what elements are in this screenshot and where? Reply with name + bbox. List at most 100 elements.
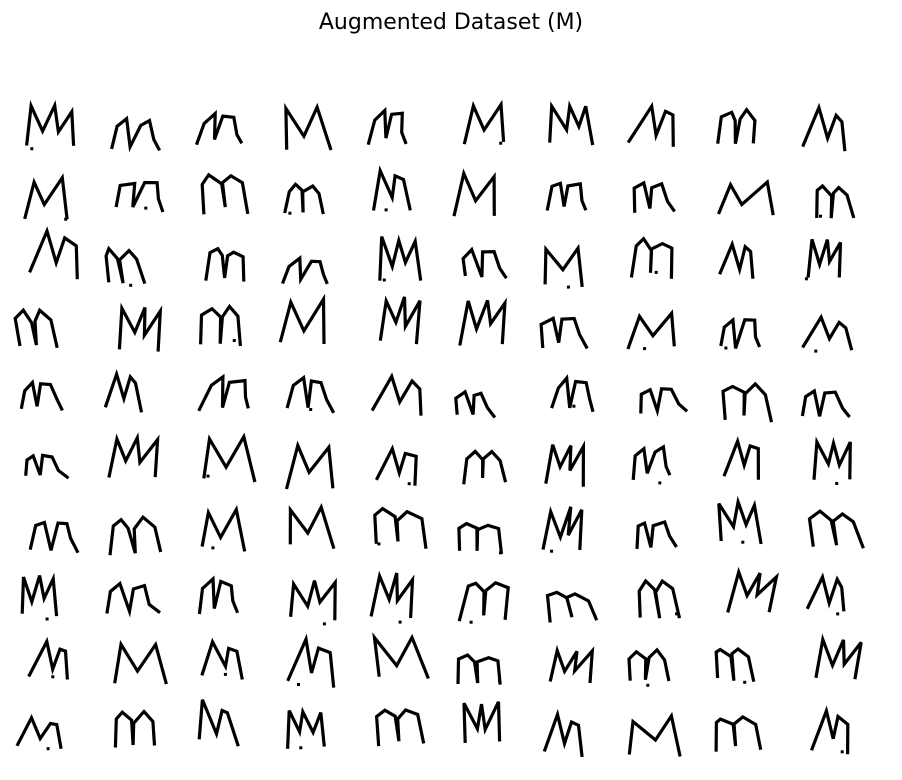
sample-cell (366, 106, 408, 146)
sample-cell (20, 572, 59, 621)
glyph-stroke (27, 636, 69, 680)
glyph-stroke (721, 381, 774, 423)
sample-cell (631, 444, 672, 485)
sample-cell (371, 165, 412, 212)
ink-speck (322, 622, 326, 626)
glyph-stroke (544, 440, 586, 487)
sample-cell (110, 115, 162, 153)
sample-cell (24, 453, 70, 480)
glyph-stroke (110, 115, 162, 153)
sample-cell (197, 575, 240, 615)
glyph-stroke (288, 502, 336, 550)
sample-cell (197, 699, 240, 747)
sample-cell (717, 179, 775, 216)
glyph-stroke (15, 714, 63, 750)
glyph-stroke (194, 109, 244, 146)
glyph-stroke (104, 245, 147, 285)
glyph-stroke (107, 432, 160, 478)
ink-speck (232, 339, 236, 342)
glyph-stroke (722, 436, 760, 480)
sample-cell (374, 708, 426, 747)
glyph-stroke (28, 520, 80, 554)
glyph-stroke (13, 307, 59, 349)
sample-cell (805, 572, 846, 616)
sample-cell (284, 102, 333, 151)
ink-speck (835, 482, 839, 485)
ink-speck (206, 474, 210, 478)
sample-cell (548, 644, 595, 684)
ink-speck (288, 211, 292, 215)
glyph-stroke (371, 165, 412, 211)
ink-speck (804, 277, 808, 281)
glyph-stroke (369, 570, 415, 618)
sample-cell (632, 180, 676, 213)
glyph-stroke (637, 578, 682, 619)
sample-cell (810, 705, 850, 755)
ink-speck (64, 217, 68, 221)
ink-speck (498, 679, 501, 683)
sample-cell (545, 181, 588, 211)
sample-cell (289, 577, 337, 626)
glyph-stroke (548, 644, 595, 684)
glyph-stroke (457, 580, 510, 622)
sample-cell (637, 578, 682, 619)
glyph-stroke (718, 239, 755, 279)
sample-cell (107, 432, 160, 478)
sample-cell (800, 388, 851, 419)
ink-speck (382, 278, 386, 282)
glyph-stroke (627, 711, 682, 757)
sample-cell (28, 226, 79, 280)
glyph-stroke (800, 388, 851, 419)
glyph-stroke (627, 647, 671, 682)
ink-speck (550, 549, 554, 553)
glyph-stroke (105, 580, 161, 618)
glyph-stroke (726, 566, 779, 613)
glyph-stroke (200, 172, 250, 215)
glyph-stroke (25, 99, 76, 146)
sample-cell (457, 521, 504, 555)
glyph-stroke (539, 316, 589, 350)
glyph-stroke (285, 374, 336, 414)
ink-speck (377, 542, 381, 546)
sample-cell (458, 297, 507, 346)
glyph-stroke (456, 653, 502, 685)
ink-speck (384, 208, 388, 212)
sample-cell (202, 432, 257, 483)
sample-cell (543, 243, 584, 289)
glyph-stroke (289, 577, 337, 621)
glyph-stroke (810, 705, 850, 755)
sample-cell (542, 708, 584, 758)
ink-speck (129, 283, 133, 287)
glyph-stroke (542, 708, 584, 758)
sample-cell (370, 372, 423, 416)
sample-cell (541, 505, 584, 553)
glyph-stroke (457, 521, 504, 555)
ink-speck (398, 620, 402, 624)
glyph-stroke (461, 246, 508, 280)
glyph-stroke (543, 243, 584, 288)
ink-speck (144, 206, 148, 210)
glyph-stroke (200, 637, 244, 680)
sample-cell (284, 440, 335, 490)
glyph-stroke (286, 633, 336, 688)
glyph-stroke (114, 180, 165, 213)
glyph-stroke (452, 168, 496, 217)
glyph-stroke (548, 100, 595, 146)
sample-cell (462, 701, 502, 743)
glyph-stroke (23, 173, 69, 220)
glyph-stroke (545, 181, 588, 211)
ink-speck (299, 746, 303, 750)
sample-cell (23, 173, 69, 221)
sample-cell (373, 506, 428, 549)
sample-cell (719, 316, 762, 350)
ink-speck (836, 612, 840, 616)
sample-cell (288, 502, 336, 550)
glyph-stroke (108, 514, 163, 556)
sample-cell (117, 302, 163, 352)
sample-cell (545, 590, 599, 623)
glyph-stroke (19, 379, 64, 412)
sample-cell (627, 647, 671, 687)
sample-cell (716, 106, 757, 145)
ink-speck (297, 683, 300, 686)
sample-cell (200, 637, 244, 680)
